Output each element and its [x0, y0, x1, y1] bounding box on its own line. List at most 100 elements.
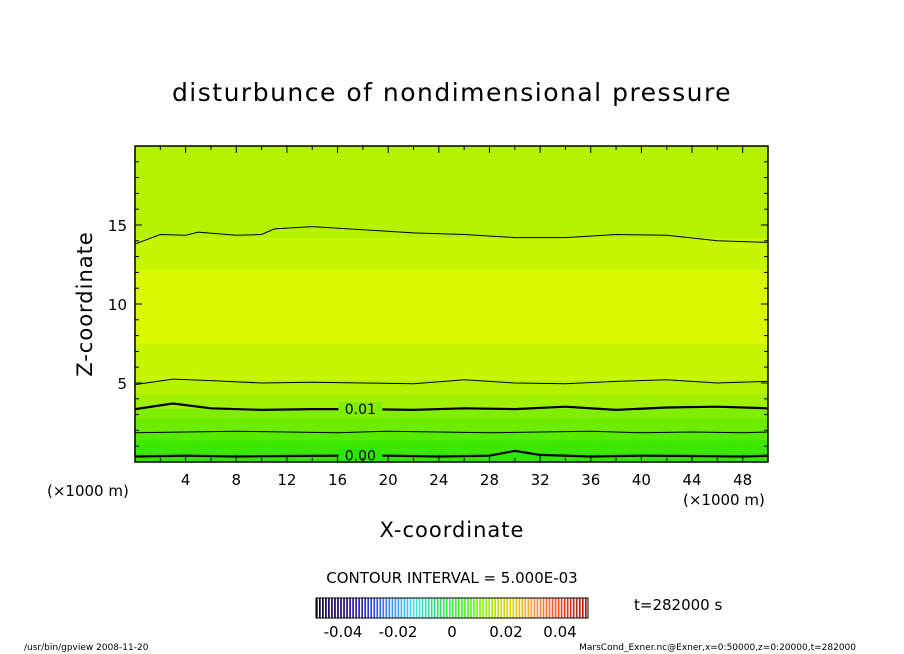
x-unit-right: (×1000 m): [683, 491, 765, 509]
y-axis-label: Z-coordinate: [73, 231, 97, 377]
colorbar-stripe: [500, 598, 503, 618]
colorbar-stripe: [470, 598, 472, 618]
y-tick-label: 10: [108, 296, 127, 314]
colorbar-stripe: [518, 598, 521, 618]
colorbar-stripe: [563, 598, 566, 618]
colorbar-tick-label: 0: [447, 623, 457, 641]
x-tick-label: 44: [682, 471, 701, 489]
colorbar-stripe: [452, 598, 454, 618]
x-unit-left: (×1000 m): [47, 482, 129, 500]
contour-label-bg-0: [338, 448, 383, 463]
colorbar-tick-label: 0.04: [543, 623, 576, 641]
colorbar-stripe: [524, 598, 527, 618]
colorbar-stripe: [581, 598, 584, 618]
colorbar-stripe: [343, 598, 345, 618]
colorbar-stripe: [533, 598, 536, 618]
contour-labels: 0.00 0.01: [338, 402, 383, 465]
contour-line-3: [135, 378, 768, 386]
band-6: [135, 379, 768, 395]
band-10: [135, 146, 768, 239]
colorbar-stripe: [442, 598, 445, 618]
band-7: [135, 343, 768, 381]
contour-label-0: 0.00: [345, 449, 376, 465]
colorbar-stripe: [512, 598, 515, 618]
colorbar-stripe: [557, 598, 560, 618]
x-tick-label: 12: [277, 471, 296, 489]
colorbar-stripe: [349, 598, 351, 618]
colorbar-stripe: [551, 598, 554, 618]
contour-lines: [135, 226, 768, 458]
colorbar-stripe: [370, 598, 373, 618]
colorbar-tick-label: -0.02: [379, 623, 418, 641]
x-tick-label: 16: [328, 471, 347, 489]
colorbar-stripe: [536, 598, 539, 618]
colorbar-stripe: [488, 598, 490, 618]
colorbar-stripe: [358, 598, 360, 618]
colorbar-stripe: [331, 598, 333, 618]
x-tick-label: 32: [531, 471, 550, 489]
colorbar-tick-labels: -0.04 -0.02 0 0.02 0.04: [324, 623, 577, 641]
colorbar-stripe: [421, 598, 424, 618]
colorbar-stripe: [530, 598, 533, 618]
axis-ticks: [135, 146, 768, 462]
colorbar-tick-label: 0.02: [489, 623, 522, 641]
colorbar-stripe: [406, 598, 409, 618]
x-tick-label: 24: [429, 471, 448, 489]
x-tick-label: 28: [480, 471, 499, 489]
colorbar-stripe: [415, 598, 418, 618]
colorbar-stripe: [509, 598, 512, 618]
x-tick-labels: 4 8 12 16 20 24 28 32 36 40 44 48: [181, 471, 752, 489]
footer-right: MarsCond_Exner.nc@Exner,x=0:50000,z=0:20…: [579, 643, 856, 653]
colorbar-stripe: [409, 598, 412, 618]
colorbar-stripe: [334, 598, 336, 618]
contour-label-2: 0.01: [345, 402, 376, 418]
band-4: [135, 408, 768, 419]
colorbar-stripe: [455, 598, 457, 618]
band-5: [135, 394, 768, 409]
footer-left: /usr/bin/gpview 2008-11-20: [24, 643, 149, 653]
colorbar-stripe: [364, 598, 367, 618]
colorbar-stripe: [527, 598, 530, 618]
contour-line-1: [135, 430, 768, 434]
band-9: [135, 237, 768, 270]
colorbar-stripe: [584, 598, 587, 618]
colorbar-stripe: [479, 598, 481, 618]
colorbar-stripe: [458, 598, 460, 618]
y-tick-labels: 5 10 15: [108, 217, 127, 393]
x-tick-label: 4: [181, 471, 191, 489]
colorbar-stripe: [439, 598, 442, 618]
colorbar-stripe: [476, 598, 478, 618]
colorbar-stripe: [575, 598, 578, 618]
colorbar-stripe: [337, 598, 339, 618]
colorbar-stripe: [560, 598, 563, 618]
colorbar-stripe: [376, 598, 379, 618]
x-tick-label: 40: [632, 471, 651, 489]
x-tick-label: 48: [733, 471, 752, 489]
colorbar-stripe: [445, 598, 448, 618]
colorbar-stripes: [316, 598, 587, 618]
contour-label-bg-2: [338, 402, 383, 417]
colorbar-stripe: [361, 598, 363, 618]
colorbar-stripe: [433, 598, 436, 618]
colorbar-stripe: [572, 598, 575, 618]
colorbar-stripe: [400, 598, 403, 618]
colorbar-stripe: [325, 598, 327, 618]
colorbar-stripe: [521, 598, 524, 618]
colorbar-stripe: [385, 598, 388, 618]
plot-area: 0.00 0.01: [134, 145, 769, 465]
colorbar-stripe: [319, 598, 321, 618]
colorbar-stripe: [373, 598, 376, 618]
contour-line-4: [135, 226, 768, 245]
shaded-bands: [135, 146, 768, 462]
colorbar-stripe: [503, 598, 506, 618]
colorbar-stripe: [542, 598, 545, 618]
colorbar: -0.04 -0.02 0 0.02 0.04: [315, 597, 589, 641]
colorbar-stripe: [569, 598, 572, 618]
time-text: t=282000 s: [634, 596, 722, 614]
colorbar-stripe: [464, 598, 466, 618]
colorbar-stripe: [391, 598, 394, 618]
colorbar-stripe: [485, 598, 487, 618]
colorbar-stripe: [506, 598, 509, 618]
colorbar-stripe: [545, 598, 548, 618]
